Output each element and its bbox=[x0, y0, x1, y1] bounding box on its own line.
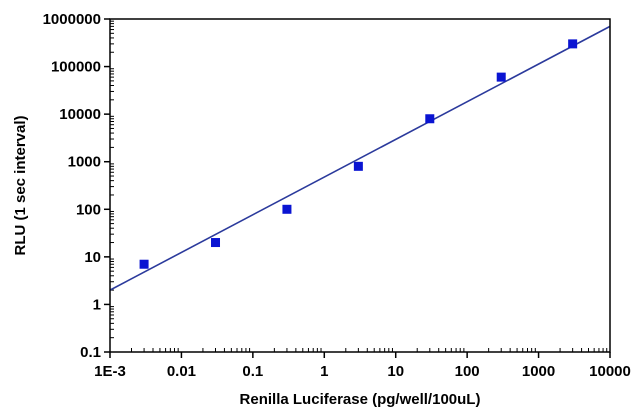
x-tick-label: 1000 bbox=[522, 363, 555, 380]
data-point bbox=[139, 259, 149, 269]
ticks-layer: 1E-3 0.01 0.1 1 10 100 1000 10000 0.1 1 10 100 1000 1… bbox=[43, 11, 631, 380]
x-tick-label: 10 bbox=[387, 363, 404, 380]
y-tick-label: 1 bbox=[93, 296, 101, 313]
x-tick-label: 100 bbox=[455, 363, 480, 380]
data-point bbox=[568, 39, 578, 49]
y-axis-title: RLU (1 sec interval) bbox=[12, 115, 29, 255]
y-tick-label: 0.1 bbox=[80, 344, 101, 361]
data-point bbox=[353, 161, 363, 171]
data-point bbox=[496, 72, 506, 82]
x-tick-label: 10000 bbox=[589, 363, 631, 380]
points-layer bbox=[139, 39, 578, 269]
x-tick-label: 0.01 bbox=[167, 363, 196, 380]
y-tick-label: 100000 bbox=[51, 59, 101, 76]
y-tick-label: 1000 bbox=[68, 154, 101, 171]
data-point bbox=[211, 238, 221, 248]
fit-line bbox=[109, 25, 611, 291]
y-tick-label: 10000 bbox=[59, 106, 101, 123]
x-axis-title: Renilla Luciferase (pg/well/100uL) bbox=[240, 391, 481, 408]
fit-layer bbox=[109, 25, 611, 291]
x-tick-label: 1 bbox=[320, 363, 328, 380]
y-tick-label: 10 bbox=[84, 249, 101, 266]
data-point bbox=[282, 204, 292, 214]
x-tick-label: 1E-3 bbox=[94, 363, 126, 380]
y-tick-label: 1000000 bbox=[43, 11, 101, 28]
plot-frame bbox=[109, 18, 611, 353]
y-tick-label: 100 bbox=[76, 201, 101, 218]
x-tick-label: 0.1 bbox=[242, 363, 263, 380]
data-point bbox=[425, 114, 435, 124]
